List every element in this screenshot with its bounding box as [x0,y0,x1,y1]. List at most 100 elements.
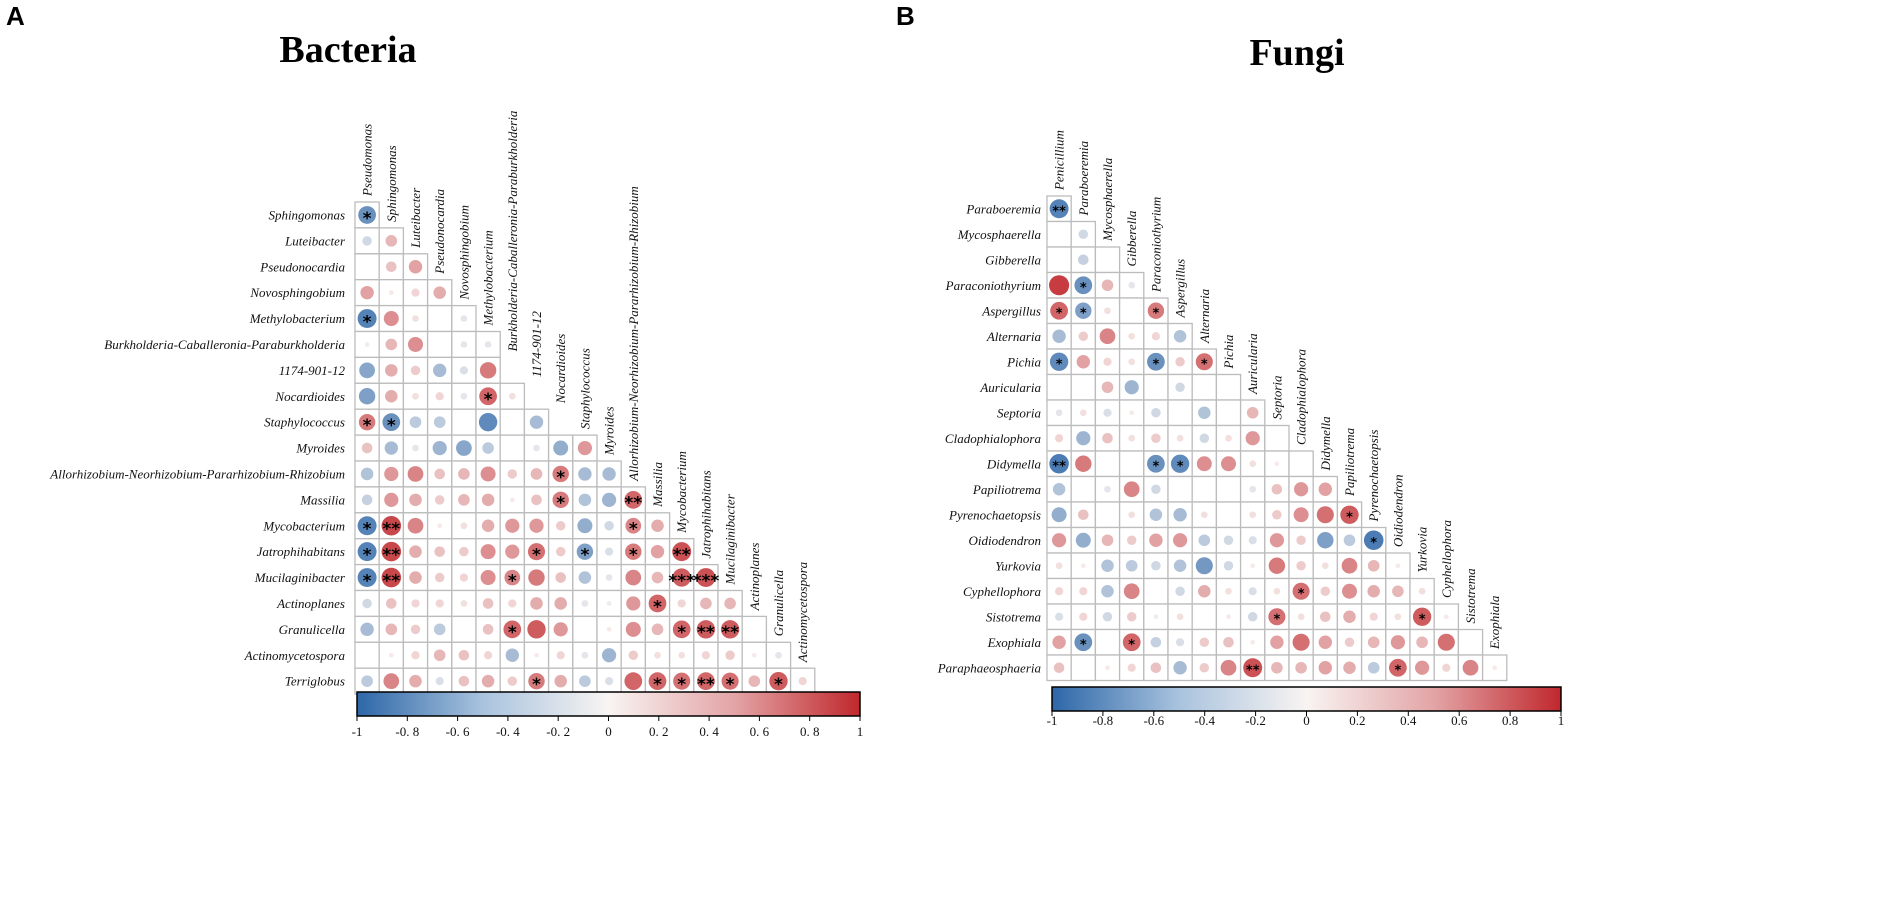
correlation-circle [409,416,422,428]
matrix-cell [1215,399,1242,427]
significance-marker: * [1080,281,1087,296]
significance-marker: ** [1052,460,1066,475]
correlation-circle [484,341,492,348]
matrix-cell [1046,246,1072,274]
correlation-circle [530,597,543,610]
column-label: Auricularia [1245,333,1260,395]
matrix-cell [451,408,477,436]
row-label: Gibberella [985,252,1041,267]
correlation-circle [482,442,494,454]
colorbar-tick-label: 0.6 [1451,713,1468,728]
row-label: Mycobacterium [262,518,345,533]
row-label: Novosphingobium [249,285,345,300]
matrix-cell [499,434,526,462]
correlation-circle [606,626,612,632]
correlation-circle [1101,584,1114,598]
significance-marker: * [1152,460,1159,475]
correlation-circle [385,364,398,377]
column-label: Mycobacterium [674,451,689,534]
correlation-circle [1268,608,1286,626]
correlation-circle [1147,302,1165,319]
correlation-circle [1079,612,1088,621]
significance-marker: * [363,545,372,565]
correlation-circle [480,544,496,560]
correlation-circle [1079,587,1088,596]
row-label: Cladophialophora [945,431,1042,446]
correlation-circle [1050,301,1068,320]
matrix-cell [572,615,598,643]
correlation-circle [381,515,402,536]
correlation-circle [605,574,613,581]
correlation-circle [1101,279,1114,292]
correlation-circle [1078,331,1089,341]
correlation-circle [1055,562,1063,570]
correlation-matrix-fungi: **** * ** * *** * ***** ** *** *ParaboeremiaMycos… [937,130,1508,682]
correlation-circle [481,519,495,533]
column-label: Sphingomonas [384,145,399,222]
correlation-circle [1176,613,1184,621]
correlation-circle [383,673,400,690]
correlation-circle [433,649,446,662]
matrix-cell [1288,450,1314,478]
correlation-circle [411,599,420,608]
colorbar-tick-label: -0. 8 [395,724,419,739]
correlation-circle [604,677,614,686]
correlation-circle [769,671,788,691]
column-label: Burkholderia-Caballeronia-Paraburkholder… [505,110,520,351]
correlation-circle [1074,633,1093,652]
colorbar-tick-label: -1 [1047,713,1058,728]
correlation-circle [1249,485,1257,493]
correlation-circle [1125,559,1138,572]
correlation-circle [507,469,518,479]
correlation-circle [1128,434,1136,442]
correlation-circle [555,521,566,531]
row-label: Luteibacter [284,233,346,248]
correlation-circle [1053,662,1065,674]
row-label: Staphylococcus [264,415,345,430]
matrix-cell [1191,603,1218,631]
colorbar-gradient [1051,686,1562,712]
correlation-circle [481,674,495,688]
correlation-circle [1151,408,1161,418]
correlation-circle [385,623,398,636]
correlation-circle [1343,661,1356,675]
correlation-circle [1221,456,1236,472]
correlation-circle [1296,535,1306,545]
matrix-cell [426,330,453,359]
correlation-circle [1175,638,1185,647]
correlation-circle [775,651,782,659]
correlation-circle [648,672,667,691]
correlation-circle [382,413,401,432]
correlation-circle [507,676,518,686]
correlation-circle [625,517,642,534]
significance-marker: * [1394,664,1401,679]
correlation-circle [673,672,691,690]
column-label: Pseudonocardia [432,188,447,274]
colorbar-fungi: -1 -0.8 -0.6 -0.4 -0.2 0 0.2 0.4 0.6 0.8 1 [1047,686,1564,728]
correlation-circle [1128,511,1136,519]
correlation-circle [381,567,402,588]
correlation-circle [751,652,757,658]
correlation-circle [1250,639,1256,645]
correlation-circle [505,518,520,533]
correlation-circle [696,620,716,639]
correlation-circle [1270,635,1284,649]
correlation-circle [552,491,569,509]
correlation-circle [385,235,398,247]
colorbar-tick-label: -0.6 [1144,713,1165,728]
correlation-circle [1101,559,1114,573]
correlation-circle [503,620,522,639]
correlation-circle [1343,534,1356,547]
correlation-circle [1320,586,1331,596]
significance-marker: * [484,390,493,410]
column-label: Mucilaginibacter [723,493,738,585]
row-label: Actinoplanes [276,596,345,611]
column-label: Nocardioides [553,334,568,405]
correlation-circle [1367,584,1380,598]
correlation-circle [433,416,446,428]
column-label: Cyphellophora [1439,520,1454,598]
correlation-circle [1103,408,1112,417]
correlation-circle [459,546,469,557]
column-label: Massilia [650,462,665,508]
correlation-circle [411,288,420,297]
